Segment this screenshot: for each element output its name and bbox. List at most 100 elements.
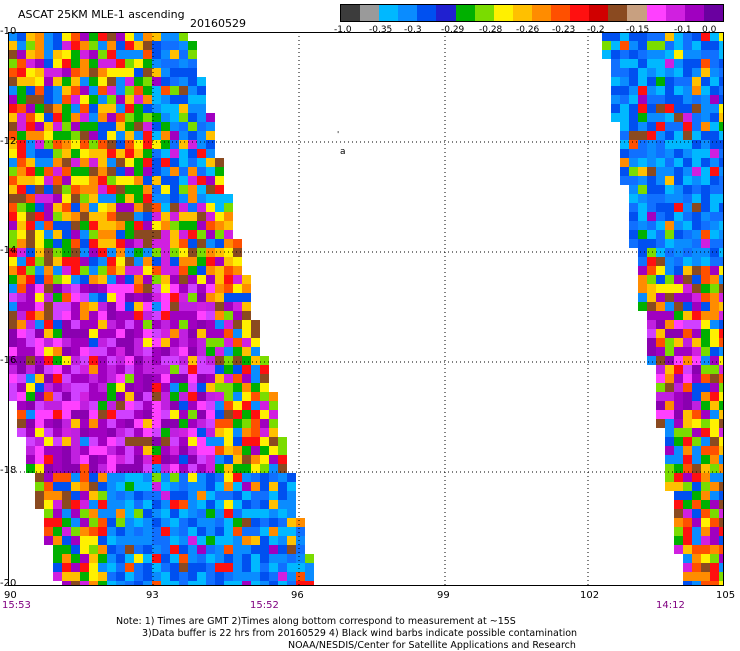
wind-cell [170, 419, 179, 428]
wind-cell [161, 104, 170, 113]
wind-cell [701, 113, 710, 122]
wind-cell [710, 86, 719, 95]
wind-cell [125, 392, 134, 401]
wind-cell [692, 545, 701, 554]
wind-cell [674, 329, 683, 338]
wind-cell [134, 365, 143, 374]
wind-cell [197, 410, 206, 419]
wind-cell [98, 158, 107, 167]
wind-cell [170, 428, 179, 437]
wind-cell [215, 563, 224, 572]
wind-cell [89, 158, 98, 167]
wind-cell [206, 527, 215, 536]
wind-cell [719, 50, 724, 59]
wind-cell [26, 212, 35, 221]
wind-cell [188, 266, 197, 275]
wind-cell [647, 68, 656, 77]
wind-cell [125, 230, 134, 239]
wind-cell [701, 320, 710, 329]
colorbar-tick-label: -0.1 [674, 25, 692, 35]
wind-cell [305, 572, 314, 581]
wind-cell [719, 176, 724, 185]
wind-cell [170, 311, 179, 320]
wind-cell [647, 212, 656, 221]
wind-cell [620, 41, 629, 50]
wind-cell [134, 68, 143, 77]
wind-cell [215, 347, 224, 356]
wind-cell [143, 563, 152, 572]
wind-cell [674, 257, 683, 266]
wind-cell [206, 473, 215, 482]
wind-cell [17, 86, 26, 95]
wind-cell [143, 428, 152, 437]
wind-cell [674, 464, 683, 473]
wind-cell [188, 473, 197, 482]
wind-cell [71, 266, 80, 275]
wind-cell [197, 104, 206, 113]
wind-cell [116, 383, 125, 392]
colorbar-swatch [551, 5, 571, 21]
wind-cell [629, 68, 638, 77]
wind-cell [710, 347, 719, 356]
wind-cell [26, 203, 35, 212]
wind-cell [161, 473, 170, 482]
wind-cell [170, 212, 179, 221]
wind-cell [62, 41, 71, 50]
wind-cell [62, 158, 71, 167]
wind-cell [719, 356, 724, 365]
wind-cell [80, 203, 89, 212]
wind-cell [269, 545, 278, 554]
colorbar-swatch [417, 5, 437, 21]
wind-cell [647, 293, 656, 302]
wind-cell [692, 374, 701, 383]
wind-cell [62, 95, 71, 104]
wind-cell [692, 275, 701, 284]
wind-cell [719, 491, 724, 500]
wind-cell [233, 284, 242, 293]
wind-cell [206, 428, 215, 437]
wind-cell [179, 41, 188, 50]
wind-cell [143, 338, 152, 347]
wind-cell [17, 383, 26, 392]
wind-cell [656, 293, 665, 302]
wind-cell [161, 545, 170, 554]
wind-cell [143, 257, 152, 266]
wind-cell [44, 284, 53, 293]
wind-cell [701, 104, 710, 113]
wind-cell [89, 293, 98, 302]
wind-cell [125, 131, 134, 140]
wind-cell [656, 194, 665, 203]
wind-cell [62, 149, 71, 158]
wind-cell [26, 311, 35, 320]
wind-cell [179, 32, 188, 41]
wind-cell [719, 212, 724, 221]
wind-cell [242, 455, 251, 464]
wind-cell [224, 572, 233, 581]
wind-cell [233, 311, 242, 320]
wind-cell [89, 221, 98, 230]
wind-cell [701, 554, 710, 563]
wind-cell [134, 410, 143, 419]
wind-cell [143, 293, 152, 302]
wind-cell [53, 293, 62, 302]
wind-cell [683, 581, 692, 586]
wind-cell [674, 32, 683, 41]
wind-cell [44, 410, 53, 419]
wind-cell [188, 329, 197, 338]
wind-cell [62, 473, 71, 482]
wind-cell [71, 338, 80, 347]
wind-cell [152, 266, 161, 275]
wind-cell [206, 572, 215, 581]
wind-cell [179, 410, 188, 419]
wind-cell [98, 527, 107, 536]
wind-cell [53, 257, 62, 266]
wind-cell [170, 149, 179, 158]
wind-cell [62, 302, 71, 311]
wind-cell [674, 383, 683, 392]
wind-cell [197, 95, 206, 104]
wind-cell [188, 293, 197, 302]
wind-cell [8, 32, 17, 41]
wind-cell [89, 266, 98, 275]
wind-cell [62, 374, 71, 383]
wind-cell [179, 266, 188, 275]
